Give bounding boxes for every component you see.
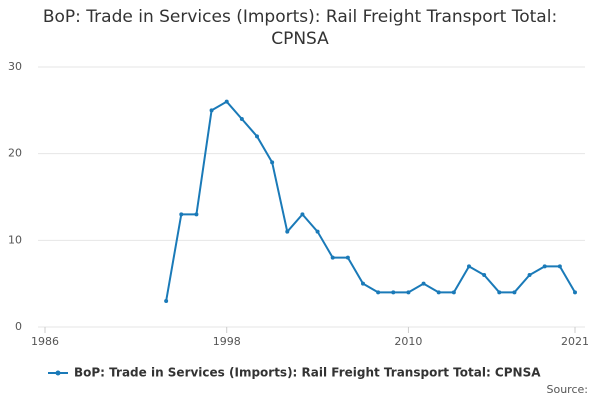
point xyxy=(315,229,320,234)
point xyxy=(557,264,562,269)
legend-marker xyxy=(55,370,61,376)
point xyxy=(542,264,547,269)
point xyxy=(421,281,426,286)
point xyxy=(406,290,411,295)
point xyxy=(527,273,532,277)
point xyxy=(467,264,471,269)
y-tick-label: 20 xyxy=(8,147,22,160)
x-tick-label: 1998 xyxy=(213,335,241,348)
y-tick-label: 10 xyxy=(8,233,22,246)
point xyxy=(239,117,244,121)
point xyxy=(376,290,381,295)
point xyxy=(164,299,169,303)
chart-title: BoP: Trade in Services (Imports): Rail F… xyxy=(42,7,558,49)
point xyxy=(255,134,259,139)
point xyxy=(345,255,350,260)
point xyxy=(224,99,229,104)
x-tick-label: 2010 xyxy=(394,335,422,348)
point xyxy=(270,160,275,165)
point xyxy=(451,290,456,295)
legend-label: BoP: Trade in Services (Imports): Rail F… xyxy=(74,366,541,380)
source: Source: xyxy=(547,383,589,396)
point xyxy=(497,290,502,295)
x-tick-label: 2021 xyxy=(561,335,589,348)
point xyxy=(436,290,441,295)
point xyxy=(285,229,290,234)
x-tick-label: 1986 xyxy=(31,335,59,348)
point xyxy=(361,281,365,286)
y-tick-label: 30 xyxy=(8,60,22,73)
series-line xyxy=(165,100,576,302)
point xyxy=(209,108,214,113)
point xyxy=(512,290,517,295)
point xyxy=(330,255,335,260)
point xyxy=(300,212,305,217)
y-tick-label: 0 xyxy=(15,320,22,333)
point xyxy=(573,290,577,295)
point xyxy=(482,273,487,277)
point xyxy=(179,212,184,217)
point xyxy=(391,290,396,295)
point xyxy=(194,212,199,217)
